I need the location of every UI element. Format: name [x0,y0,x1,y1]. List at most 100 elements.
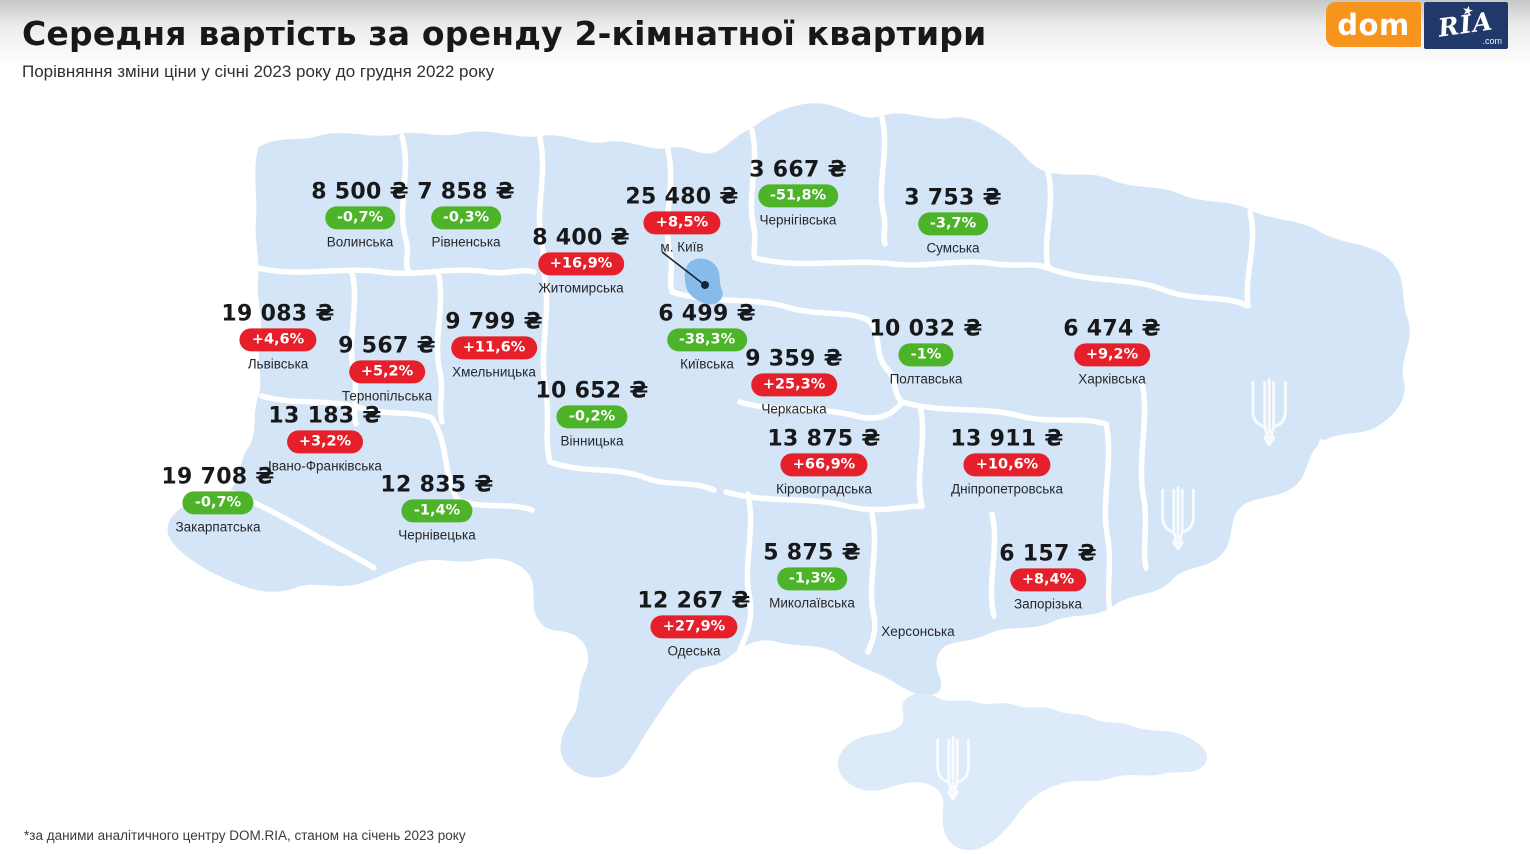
region-label-mykolaivska: 5 875 ₴ -1,3% Миколаївська [763,541,861,610]
region-change-badge: -0,7% [324,206,396,230]
region-price: 9 567 ₴ [338,333,436,359]
region-price: 3 667 ₴ [749,157,847,183]
region-label-vinnytska: 10 652 ₴ -0,2% Вінницька [535,379,648,448]
region-price: 8 400 ₴ [532,225,630,251]
region-change-row: -0,7% [161,488,274,515]
region-name: Хмельницька [452,364,536,380]
region-name: Черкаська [761,401,827,417]
region-name: Житомирська [538,280,624,296]
region-change-badge: +8,4% [1009,568,1087,592]
region-change-badge: -51,8% [757,184,839,208]
region-name: Львівська [247,356,309,372]
region-name: Полтавська [889,371,963,387]
region-change-row: +5,2% [338,357,436,384]
region-label-khersonska: Херсонська [881,619,954,639]
region-change-row: +27,9% [637,612,750,639]
region-label-ternopilska: 9 567 ₴ +5,2% Тернопільська [338,334,436,403]
region-price: 13 911 ₴ [950,426,1064,452]
region-price: 7 858 ₴ [417,179,515,205]
region-change-row: -0,2% [535,402,648,429]
region-price: 6 157 ₴ [999,541,1097,567]
page-subtitle: Порівняння зміни ціни у січні 2023 року … [22,62,495,81]
region-change-row: +3,2% [268,427,382,454]
region-label-kharkivska: 6 474 ₴ +9,2% Харківська [1063,317,1161,386]
region-change-row: -0,3% [417,203,515,230]
region-price: 9 799 ₴ [445,309,543,335]
region-price: 12 267 ₴ [637,588,751,614]
region-change-row: +4,6% [221,325,334,352]
ria-com-text: .com [1482,36,1502,46]
region-price: 10 652 ₴ [535,378,649,404]
region-name: Чернігівська [759,212,837,228]
region-price: 25 480 ₴ [625,184,739,210]
region-label-chernivetska: 12 835 ₴ -1,4% Чернівецька [380,473,493,542]
region-price: 6 474 ₴ [1063,316,1161,342]
region-change-row: +8,4% [999,565,1097,592]
ria-logo-box: ★ RIA .com [1424,2,1508,49]
region-change-badge: -1,3% [776,567,848,591]
region-name: Миколаївська [769,595,855,611]
region-change-badge: +16,9% [537,252,625,276]
region-label-ivano-frankivska: 13 183 ₴ +3,2% Івано-Франківська [268,404,382,473]
region-name: Херсонська [881,624,955,639]
region-change-badge: +27,9% [650,615,738,639]
kyiv-pointer-line [661,251,703,284]
region-price: 6 499 ₴ [658,301,756,327]
region-label-zakarpatska: 19 708 ₴ -0,7% Закарпатська [161,465,274,534]
region-price: 19 083 ₴ [221,301,335,327]
region-price: 9 359 ₴ [745,346,843,372]
region-change-row: -1% [869,340,982,367]
region-name: Кіровоградська [776,481,872,497]
region-change-row: +11,6% [445,333,543,360]
region-change-row: +10,6% [950,450,1063,477]
kyiv-dot [701,281,709,289]
region-change-badge: -0,3% [430,206,502,230]
region-change-badge: +3,2% [286,430,364,454]
region-change-badge: +66,9% [780,453,868,477]
region-label-kirovohradska: 13 875 ₴ +66,9% Кіровоградська [767,427,880,496]
region-label-kyiv-city: 25 480 ₴ +8,5% м. Київ [625,185,738,254]
region-name: м. Київ [660,239,704,255]
region-price: 5 875 ₴ [763,540,861,566]
region-change-badge: -3,7% [917,212,989,236]
region-change-badge: +5,2% [348,360,426,384]
region-label-lvivska: 19 083 ₴ +4,6% Львівська [221,302,334,371]
region-label-kyivska: 6 499 ₴ -38,3% Київська [658,302,756,371]
region-label-sumska: 3 753 ₴ -3,7% Сумська [904,186,1002,255]
region-name: Волинська [326,234,394,250]
region-label-chernihivska: 3 667 ₴ -51,8% Чернігівська [749,158,847,227]
region-change-badge: -1% [898,343,954,367]
region-change-row: +25,3% [745,370,843,397]
region-change-badge: +25,3% [750,373,838,397]
region-name: Запорізька [1014,596,1082,612]
region-change-badge: +8,5% [643,211,721,235]
region-label-rivnenska: 7 858 ₴ -0,3% Рівненська [417,180,515,249]
region-name: Одеська [667,643,721,659]
region-name: Сумська [926,240,980,256]
region-name: Харківська [1078,371,1146,387]
region-price: 19 708 ₴ [161,464,275,490]
region-price: 10 032 ₴ [869,316,983,342]
region-price: 8 500 ₴ [311,179,409,205]
region-label-poltavska: 10 032 ₴ -1% Полтавська [869,317,982,386]
region-price: 12 835 ₴ [380,472,494,498]
region-label-zaporizka: 6 157 ₴ +8,4% Запорізька [999,542,1097,611]
header: Середня вартість за оренду 2-кімнатної к… [22,14,986,82]
region-change-badge: +9,2% [1073,343,1151,367]
region-name: Дніпропетровська [950,481,1064,497]
region-change-badge: +10,6% [963,453,1051,477]
source-footnote: *за даними аналітичного центру DOM.RIA, … [24,828,466,843]
region-price: 3 753 ₴ [904,185,1002,211]
region-name: Тернопільська [341,388,433,404]
region-change-badge: +11,6% [450,336,538,360]
region-change-row: -1,4% [380,496,493,523]
crimea-shape [838,693,1208,850]
region-change-row: -0,7% [311,203,409,230]
region-change-row: +9,2% [1063,340,1161,367]
region-change-badge: -0,2% [556,405,628,429]
dom-logo-box: dom [1326,2,1421,47]
region-name: Закарпатська [175,519,261,535]
region-change-badge: +4,6% [239,328,317,352]
